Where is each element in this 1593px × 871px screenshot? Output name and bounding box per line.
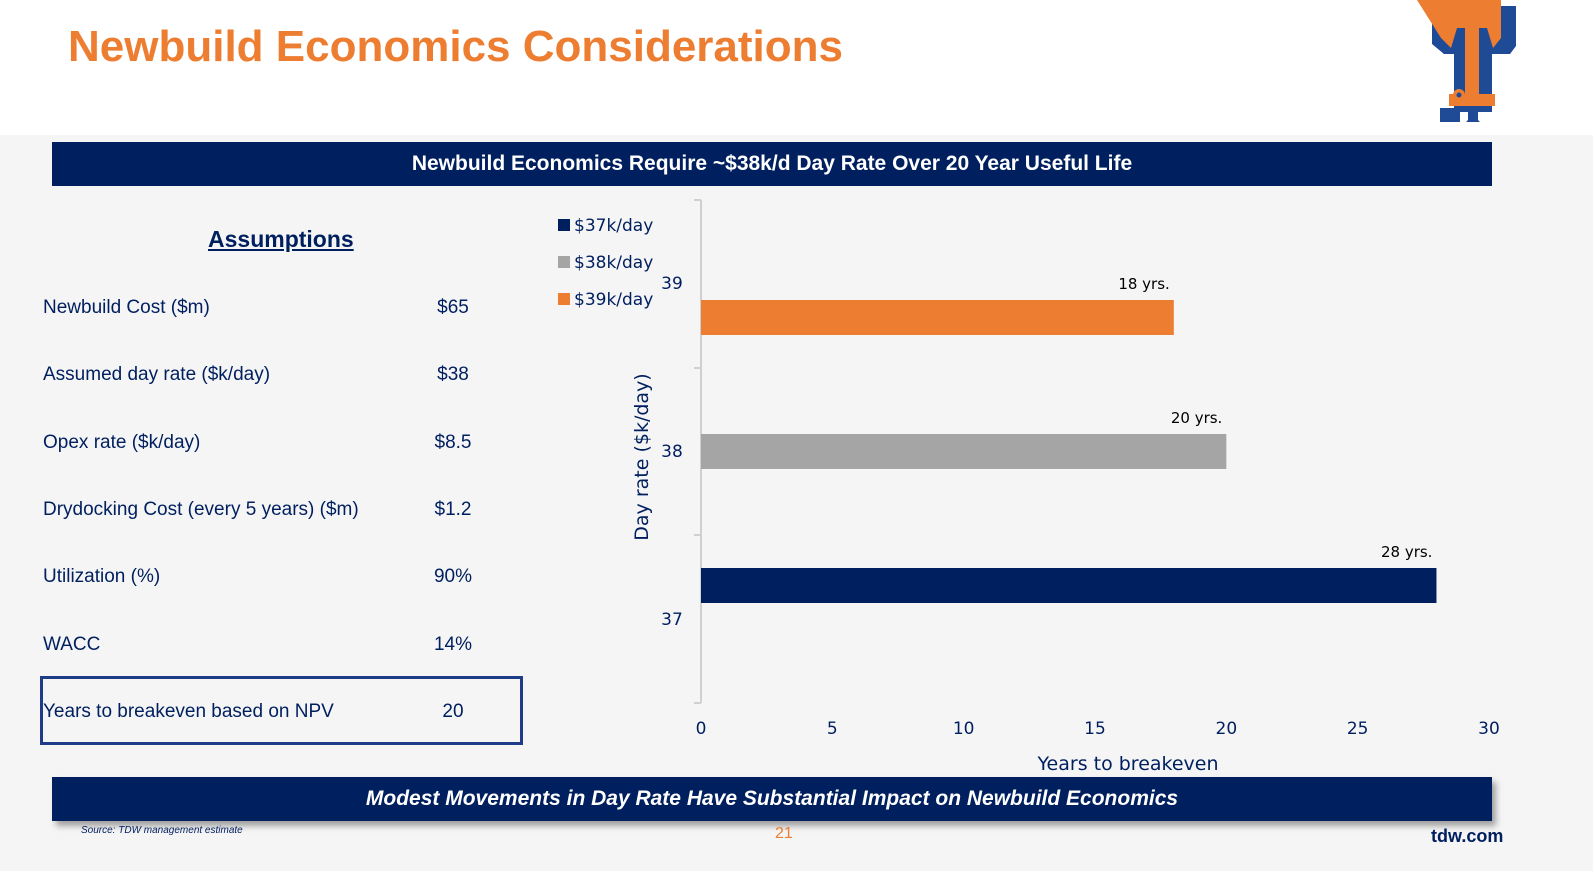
tdw-logo: [1417, 0, 1516, 122]
conclusion-banner: Modest Movements in Day Rate Have Substa…: [52, 777, 1492, 821]
bar-37: [701, 568, 1437, 603]
x-tick-label: 30: [1478, 719, 1500, 739]
assumption-row: Drydocking Cost (every 5 years) ($m) $1.2: [43, 499, 483, 521]
assumption-value: $1.2: [434, 498, 472, 520]
x-tick-label: 5: [827, 719, 838, 739]
x-axis-title: Years to breakeven: [1036, 753, 1218, 775]
y-tick-label: 37: [661, 610, 683, 630]
x-tick-label: 0: [696, 719, 707, 739]
x-tick-label: 20: [1216, 719, 1238, 739]
assumption-label: Opex rate ($k/day): [43, 431, 201, 453]
assumption-label: Drydocking Cost (every 5 years) ($m): [43, 498, 359, 520]
assumption-label: Years to breakeven based on NPV: [43, 700, 334, 722]
headline-banner: Newbuild Economics Require ~$38k/d Day R…: [52, 142, 1492, 186]
assumption-label: WACC: [43, 633, 101, 655]
legend-label: $37k/day: [574, 216, 653, 236]
bar-39: [701, 300, 1174, 335]
assumption-row: Utilization (%) 90%: [43, 566, 483, 588]
assumption-row: Years to breakeven based on NPV 20: [43, 701, 483, 723]
data-label: 18 yrs.: [1118, 275, 1169, 293]
assumption-value: $65: [437, 297, 469, 318]
data-label: 20 yrs.: [1171, 409, 1222, 427]
y-tick-label: 38: [661, 442, 683, 462]
assumption-row: Assumed day rate ($k/day) $38: [43, 364, 483, 386]
source-note: Source: TDW management estimate: [81, 825, 243, 836]
highlight-box: [40, 676, 523, 745]
assumption-row: Newbuild Cost ($m) $65: [43, 297, 483, 319]
x-tick-label: 25: [1347, 719, 1369, 739]
assumptions-title: Assumptions: [208, 226, 354, 252]
assumption-value: 20: [442, 700, 464, 722]
assumption-row: Opex rate ($k/day) $8.5: [43, 432, 483, 454]
y-axis-title: Day rate ($k/day): [631, 373, 653, 540]
assumption-label: Assumed day rate ($k/day): [43, 364, 271, 386]
page-title: Newbuild Economics Considerations: [68, 22, 844, 71]
legend-label: $38k/day: [574, 253, 653, 273]
legend-label: $39k/day: [574, 290, 653, 310]
site-link[interactable]: tdw.com: [1431, 826, 1504, 846]
assumption-label: Utilization (%): [43, 566, 161, 588]
assumption-value: $38: [437, 364, 469, 386]
bar-38: [701, 434, 1227, 469]
page-number: 21: [775, 825, 793, 842]
assumption-label: Newbuild Cost ($m): [43, 297, 210, 318]
legend-swatch: [558, 219, 570, 231]
header: [0, 0, 1593, 135]
x-tick-label: 10: [953, 719, 975, 739]
x-tick-label: 15: [1084, 719, 1106, 739]
legend-swatch: [558, 256, 570, 268]
assumption-value: 14%: [433, 633, 473, 655]
data-label: 28 yrs.: [1381, 543, 1432, 561]
assumption-row: WACC 14%: [43, 634, 483, 656]
assumption-value: 90%: [433, 566, 473, 588]
assumption-value: $8.5: [434, 431, 472, 453]
y-tick-label: 39: [661, 274, 683, 294]
legend-swatch: [558, 293, 570, 305]
